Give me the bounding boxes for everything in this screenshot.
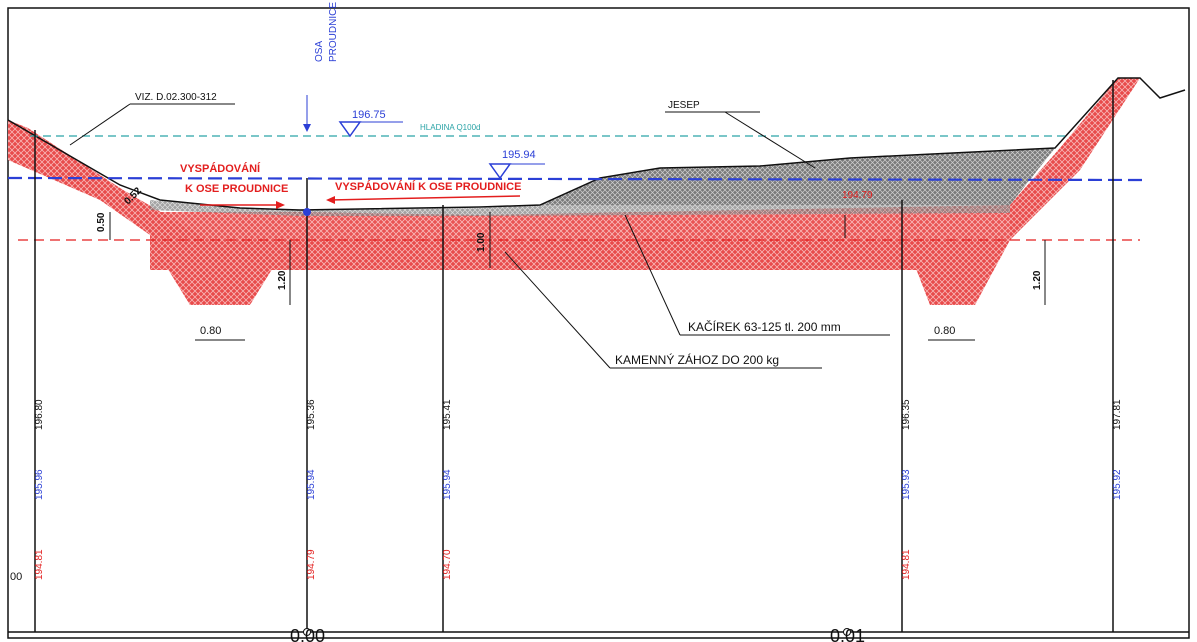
gravel-layer-fill	[150, 200, 1010, 216]
water-level-line	[7, 176, 1146, 182]
chainage-1-label: 0.01	[830, 626, 865, 642]
level-marker-196-75	[338, 121, 362, 138]
station-2-blue: 195.94	[306, 469, 317, 500]
channel-bed-fill	[150, 235, 1010, 270]
jesep-leader	[724, 111, 816, 169]
station-3-black: 195.41	[442, 399, 453, 430]
dim-080-left-label: 0.80	[200, 325, 221, 337]
chainage-marker-1	[843, 628, 851, 636]
hladina-label: HLADINA Q100d	[420, 123, 480, 132]
station-1-black: 196.80	[34, 399, 45, 430]
dim-100-label: 1.00	[476, 232, 487, 252]
vysp-left-line2: K OSE PROUDNICE	[185, 183, 288, 195]
station-4-blue: 195.93	[901, 469, 912, 500]
station-4-black: 196.35	[901, 399, 912, 430]
viz-leader	[69, 103, 131, 146]
chainage-0-label: 0.00	[290, 626, 325, 642]
dim-050-label: 0.50	[96, 212, 107, 232]
jesep-label: JESEP	[668, 100, 700, 111]
station-4-red: 194.81	[901, 549, 912, 580]
kamenny-leader	[504, 251, 611, 369]
osa-label-line2: PROUDNICE	[328, 2, 339, 62]
station-5-black: 197.81	[1112, 399, 1123, 430]
vysp-left-line1: VYSPÁDOVÁNÍ	[180, 162, 261, 175]
station-3-red: 194.70	[442, 549, 453, 580]
terrain-line	[7, 77, 1186, 211]
station-1-blue: 195.96	[34, 469, 45, 500]
station-3-blue: 195.94	[442, 469, 453, 500]
vysp-arrow-mid	[329, 195, 521, 201]
vysp-arrowhead-mid	[326, 196, 335, 204]
level-marker-195-94	[488, 163, 512, 180]
gravel-jesep-fill	[540, 148, 1055, 205]
dim-120-left-label: 1.20	[277, 270, 288, 290]
station-1-red: 194.81	[34, 549, 45, 580]
viz-label: VIZ. D.02.300-312	[135, 92, 217, 103]
kacirek-label: KAČÍREK 63-125 tl. 200 mm	[688, 319, 841, 334]
osa-arrow-head	[303, 124, 311, 132]
kamenny-label: KAMENNÝ ZÁHOZ DO 200 kg	[615, 352, 779, 367]
left-trench-fill	[150, 240, 290, 305]
station-5-blue: 195.92	[1112, 469, 1123, 500]
station-4-values: 196.35 195.93 194.81	[901, 399, 912, 580]
kacirek-leader	[624, 214, 681, 336]
dim-080-right-label: 0.80	[934, 325, 955, 337]
dim-120-right-label: 1.20	[1032, 270, 1043, 290]
right-trench-fill	[905, 240, 1010, 305]
level-196-75-label: 196.75	[352, 109, 386, 121]
station-1-values: 196.80 195.96 194.81	[34, 399, 45, 580]
red-level-label: 194.79	[842, 190, 873, 201]
station-2-black: 195.36	[306, 399, 317, 430]
vysp-arrowhead-left	[276, 201, 285, 209]
station-5-values: 197.81 195.92	[1112, 399, 1123, 500]
station-3-values: 195.41 195.94 194.70	[442, 399, 453, 580]
right-bank-fill	[1010, 78, 1140, 240]
drawing-frame	[7, 7, 1190, 639]
station-2-values: 195.36 195.94 194.79	[306, 399, 317, 580]
vysp-mid-label: VYSPÁDOVÁNÍ K OSE PROUDNICE	[335, 180, 521, 193]
level-195-94-label: 195.94	[502, 149, 536, 161]
chainage-marker-0	[303, 628, 311, 636]
left-edge-label: 00	[10, 571, 22, 583]
osa-label-line1: OSA	[314, 41, 325, 62]
axis-point	[303, 208, 311, 216]
station-2-red: 194.79	[306, 549, 317, 580]
